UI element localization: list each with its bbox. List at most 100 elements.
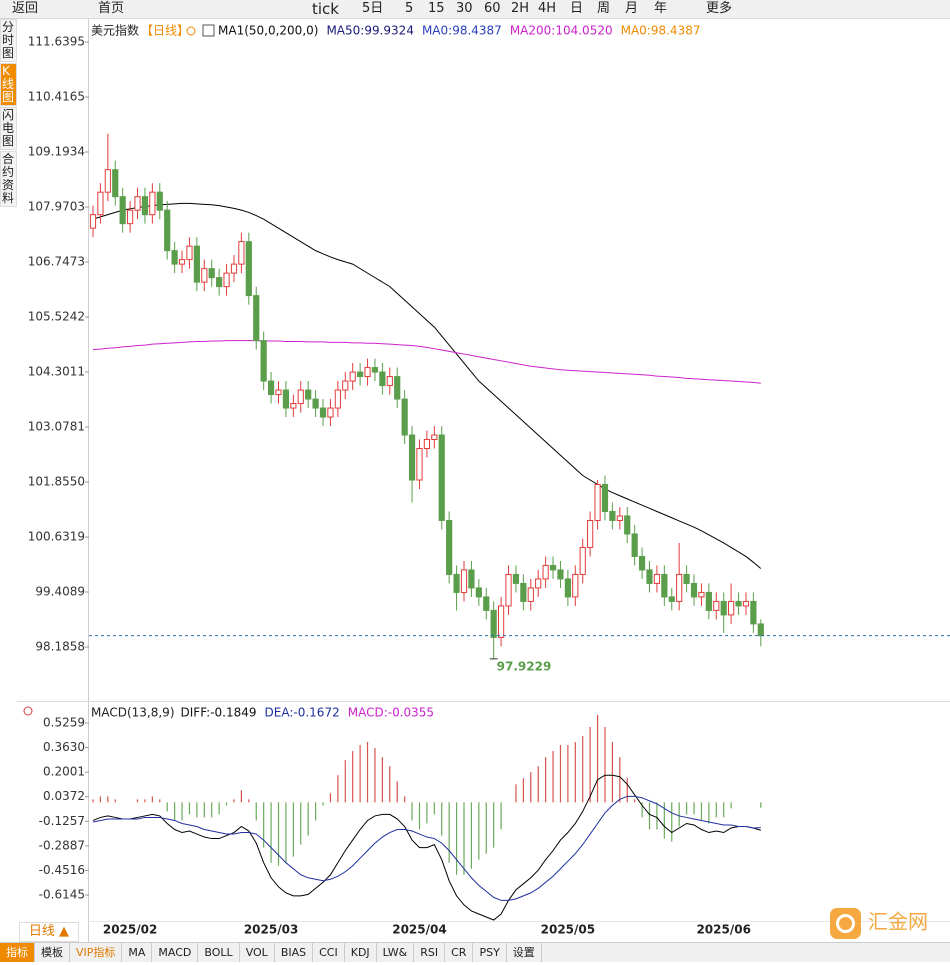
- side-tab[interactable]: 分时图: [0, 19, 17, 62]
- candle-body: [349, 371, 356, 382]
- candle-body: [616, 515, 623, 521]
- toolbar-button[interactable]: 更多: [706, 1, 733, 16]
- candle-body: [275, 389, 282, 396]
- side-tab[interactable]: 闪电图: [0, 107, 17, 150]
- toolbar-button[interactable]: 日: [570, 1, 584, 16]
- candle-body: [490, 609, 497, 638]
- candle-body: [208, 268, 215, 279]
- toolbar: 返回 首页 tick 5日 5 15 30 60 2H 4H 日周月年 更多: [0, 0, 950, 19]
- toolbar-button[interactable]: 5: [405, 1, 414, 16]
- bottom-tab[interactable]: 模板: [35, 943, 70, 962]
- y-tick-label: 107.9703: [28, 200, 85, 214]
- low-label: 97.9229: [497, 659, 552, 673]
- toolbar-button[interactable]: 5日: [362, 1, 384, 16]
- chart-title: 美元指数: [91, 23, 139, 38]
- candle-body: [683, 573, 690, 584]
- bottom-tab[interactable]: MACD: [152, 943, 199, 962]
- candle-body: [431, 434, 438, 441]
- candle-body: [646, 569, 653, 584]
- toolbar-button[interactable]: 4H: [538, 1, 557, 16]
- watermark-logo: [830, 908, 861, 939]
- bottom-tab[interactable]: 设置: [507, 943, 542, 962]
- toolbar-button[interactable]: 2H: [511, 1, 530, 16]
- bottom-tab[interactable]: BOLL: [198, 943, 240, 962]
- line-diff: [92, 774, 761, 921]
- candle-body: [223, 272, 230, 288]
- candle-body: [542, 564, 549, 580]
- toolbar-button[interactable]: 30: [456, 1, 473, 16]
- side-tab[interactable]: 合约资料: [0, 151, 17, 207]
- legend-entry: MACD:-0.0355: [348, 706, 434, 720]
- toolbar-button[interactable]: tick: [312, 0, 339, 18]
- candle-body: [134, 196, 141, 211]
- bottom-tab[interactable]: 指标: [0, 943, 35, 962]
- toolbar-button[interactable]: 首页: [98, 1, 125, 16]
- candle-body: [416, 448, 423, 481]
- candle-body: [735, 600, 742, 607]
- side-tabs: 分时图 K线图 闪电图 合约资料: [0, 19, 17, 208]
- legend-entry: MA0:98.4387: [621, 24, 701, 38]
- candle-body: [557, 569, 564, 580]
- watermark: 汇金网: [868, 910, 928, 934]
- toolbar-button[interactable]: 60: [484, 1, 501, 16]
- candle-body: [260, 340, 267, 382]
- candle-body: [141, 196, 149, 216]
- candle-body: [498, 605, 505, 638]
- bottom-tab[interactable]: VIP指标: [70, 943, 123, 962]
- add-icon[interactable]: [186, 26, 196, 36]
- bottom-tab[interactable]: RSI: [414, 943, 446, 962]
- candle-body: [609, 510, 616, 521]
- candle-body: [705, 591, 712, 611]
- candle-body: [720, 600, 727, 616]
- bottom-tab[interactable]: VOL: [240, 943, 275, 962]
- period-button[interactable]: 日线 ▲: [19, 922, 79, 942]
- candle-body: [230, 263, 238, 274]
- line-ma50: [92, 202, 762, 569]
- candle-body: [401, 398, 408, 436]
- watermark-logo-mark: [836, 914, 855, 933]
- toolbar-button[interactable]: 返回: [12, 1, 39, 16]
- toolbar-button[interactable]: 年: [654, 1, 668, 16]
- toolbar-button[interactable]: 月: [625, 1, 639, 16]
- candle-body: [178, 259, 186, 265]
- candle-body: [475, 587, 482, 598]
- candle-body: [357, 371, 364, 378]
- bottom-tab[interactable]: BIAS: [275, 943, 314, 962]
- toolbar-button[interactable]: 周: [597, 1, 611, 16]
- candle-body: [164, 209, 171, 252]
- candle-body: [653, 573, 661, 584]
- x-tick-label: 2025/03: [244, 923, 298, 937]
- x-tick-label: 2025/06: [696, 923, 750, 937]
- side-tab[interactable]: K线图: [0, 63, 17, 106]
- y-tick-label: 0.2001: [43, 765, 85, 779]
- candle-body: [757, 623, 764, 637]
- candle-body: [364, 367, 371, 378]
- bottom-tab[interactable]: LW&: [377, 943, 415, 962]
- toolbar-button[interactable]: 15: [428, 1, 445, 16]
- y-tick-label: 106.7473: [28, 255, 85, 269]
- candle-body: [290, 403, 297, 409]
- candle-body: [282, 389, 290, 409]
- candle-body: [438, 434, 445, 521]
- candle-body: [327, 407, 334, 418]
- candle-body: [127, 209, 134, 225]
- candle-body: [334, 389, 341, 409]
- candle-body: [379, 371, 386, 387]
- legend-entry: DEA:-0.1672: [265, 706, 340, 720]
- indicator-icon[interactable]: [202, 24, 215, 37]
- bottom-tab[interactable]: CCI: [313, 943, 345, 962]
- y-tick-label: 105.5242: [28, 310, 85, 324]
- y-tick-label: 100.6319: [28, 530, 85, 544]
- bottom-tab[interactable]: MA: [122, 943, 153, 962]
- candle-body: [319, 407, 327, 418]
- y-tick-label: 111.6395: [28, 34, 85, 48]
- candle-body: [728, 600, 735, 616]
- bottom-tab[interactable]: KDJ: [345, 943, 377, 962]
- y-tick-label: 0.0372: [43, 789, 85, 803]
- settings-icon[interactable]: [23, 706, 33, 716]
- bottom-tab[interactable]: PSY: [473, 943, 507, 962]
- candle-body: [238, 241, 245, 265]
- bottom-tab[interactable]: CR: [445, 943, 474, 962]
- y-tick-label: -0.2887: [39, 838, 85, 852]
